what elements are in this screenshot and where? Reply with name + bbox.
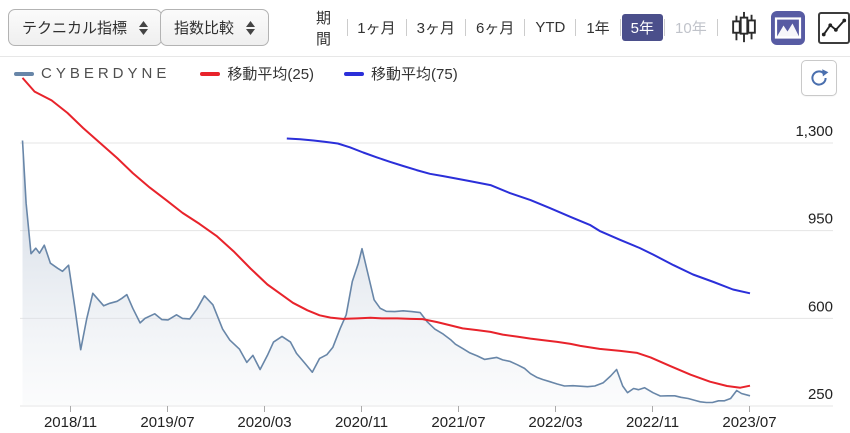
x-axis-label: 2023/07 — [722, 414, 776, 431]
legend-label: 移動平均(25) — [227, 66, 315, 83]
toolbar-divider — [0, 56, 850, 57]
technical-indicator-dropdown[interactable]: テクニカル指標 — [8, 9, 163, 46]
separator — [405, 19, 407, 36]
x-axis-label: 2022/03 — [528, 414, 582, 431]
index-compare-dropdown-label: 指数比較 — [174, 20, 235, 37]
y-axis-label: 950 — [808, 211, 833, 228]
period-option-1y[interactable]: 1年 — [586, 20, 610, 37]
y-axis-label: 600 — [808, 298, 833, 315]
price-area-fill — [22, 140, 750, 406]
period-option-ytd[interactable]: YTD — [535, 19, 566, 36]
x-axis-label: 2019/07 — [140, 414, 194, 431]
x-axis-label: 2021/07 — [431, 414, 485, 431]
period-option-3m[interactable]: 3ヶ月 — [416, 20, 455, 37]
x-axis-label: 2020/11 — [335, 414, 388, 431]
separator — [464, 19, 466, 36]
separator — [716, 19, 718, 36]
period-option-6m[interactable]: 6ヶ月 — [475, 20, 515, 37]
legend-label: CYBERDYNE — [41, 65, 171, 82]
separator — [346, 19, 348, 36]
legend-swatch — [344, 71, 365, 76]
separator — [575, 19, 577, 36]
legend-swatch — [14, 71, 34, 76]
updown-arrows-icon — [139, 20, 149, 35]
candlestick-chart-button[interactable] — [730, 11, 758, 45]
period-option-10y: 10年 — [675, 20, 707, 37]
y-axis-label: 1,300 — [795, 123, 833, 140]
index-compare-dropdown[interactable]: 指数比較 — [160, 9, 270, 46]
period-selector: 期間 1ヶ月 3ヶ月 6ヶ月 YTD 1年 5年 10年 — [316, 9, 850, 48]
price-line-series — [21, 140, 751, 404]
mountain-chart-icon — [775, 16, 802, 39]
separator — [619, 19, 621, 36]
period-option-5y[interactable]: 5年 — [621, 14, 664, 41]
line-chart-button[interactable] — [818, 11, 850, 44]
refresh-icon — [811, 69, 829, 86]
technical-indicator-dropdown-label: テクニカル指標 — [22, 20, 128, 37]
period-option-1m[interactable]: 1ヶ月 — [357, 20, 396, 37]
mountain-chart-button[interactable] — [771, 10, 806, 45]
separator — [524, 19, 526, 36]
candlestick-chart-icon — [732, 11, 757, 42]
chart-legend: CYBERDYNE 移動平均(25) 移動平均(75) — [14, 63, 458, 84]
x-axis-label: 2022/11 — [626, 414, 679, 431]
updown-arrows-icon — [246, 20, 256, 35]
legend-swatch — [200, 71, 221, 76]
legend-label: 移動平均(75) — [371, 66, 458, 83]
toolbar: テクニカル指標 指数比較 期間 1ヶ月 3ヶ月 6ヶ月 YTD 1年 5年 10年 — [0, 0, 850, 56]
ma25-line-series — [21, 77, 751, 389]
x-axis-label: 2020/03 — [237, 414, 291, 431]
y-axis-label: 250 — [808, 386, 833, 403]
legend-item: CYBERDYNE — [14, 65, 170, 82]
legend-item: 移動平均(75) — [344, 63, 458, 84]
ma75-line-series — [286, 137, 751, 295]
refresh-button[interactable] — [801, 60, 837, 96]
line-chart-icon — [822, 18, 847, 36]
period-label: 期間 — [316, 9, 332, 48]
separator — [664, 19, 666, 36]
x-axis-label: 2018/11 — [44, 414, 97, 431]
legend-item: 移動平均(25) — [200, 63, 314, 84]
